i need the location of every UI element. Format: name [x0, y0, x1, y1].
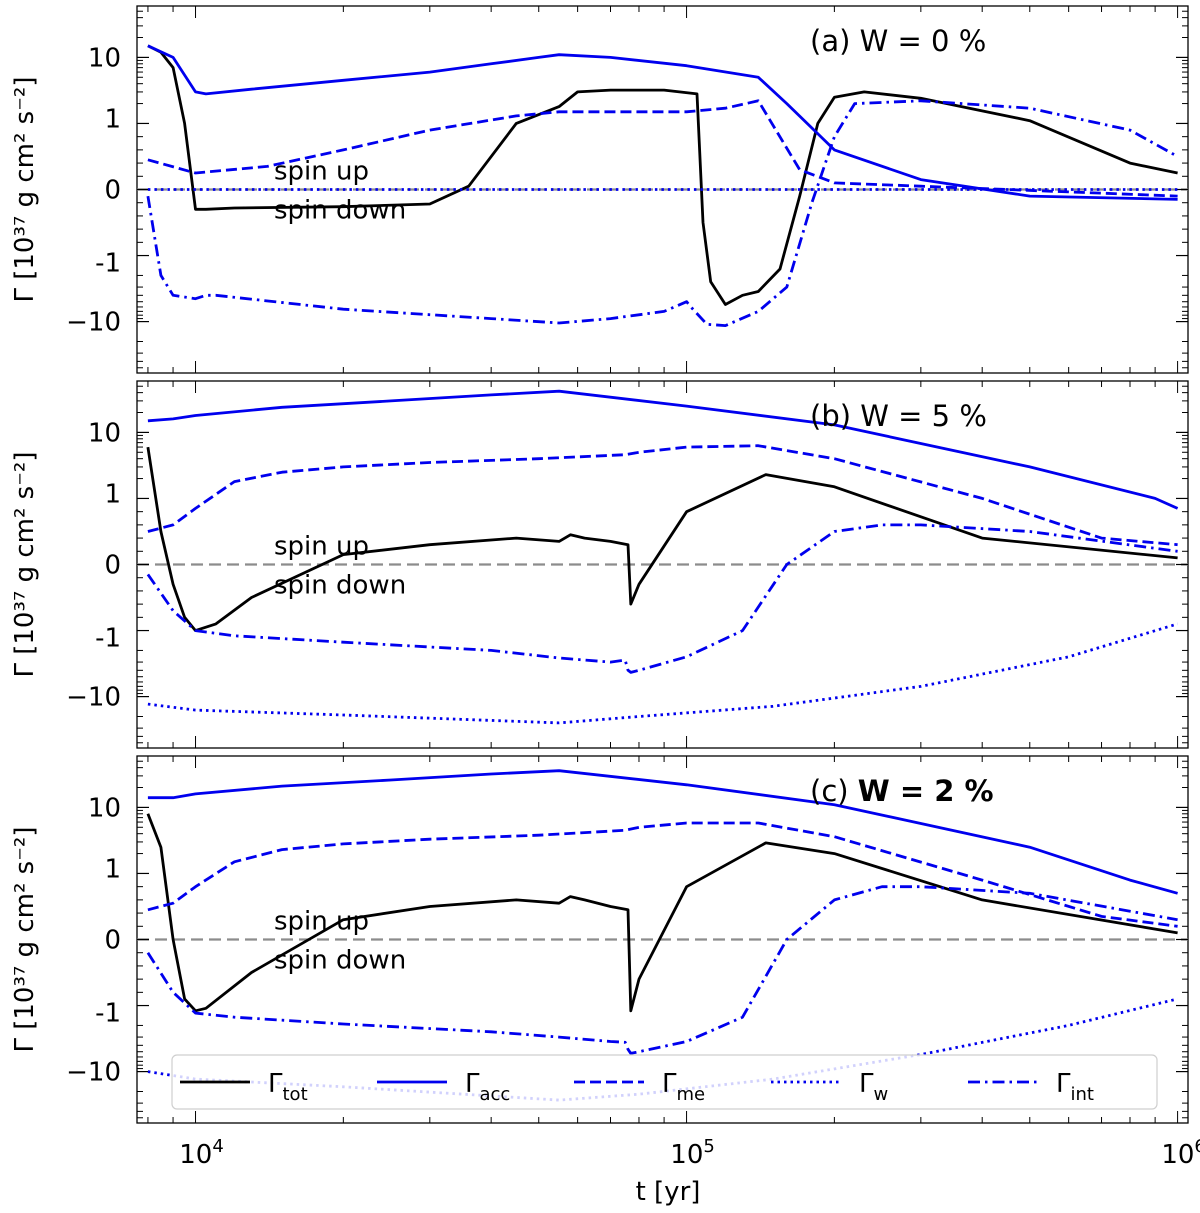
series-line-acc: [147, 769, 1178, 895]
legend-box: [171, 1054, 1158, 1110]
y-tick-label: 0: [104, 926, 121, 956]
legend-label-int: Γint: [1056, 1069, 1094, 1105]
legend-label-acc: Γacc: [465, 1069, 510, 1105]
legend-subscript: tot: [283, 1084, 308, 1105]
spin-up-label: spin up: [274, 532, 369, 562]
legend-symbol: Γ: [268, 1069, 283, 1099]
panel-title-main: W = 5 %: [860, 399, 987, 433]
x-tick-exponent: 4: [212, 1136, 223, 1157]
legend-label-tot: Γtot: [268, 1069, 308, 1105]
y-tick-label: −10: [66, 683, 121, 713]
legend-symbol: Γ: [859, 1069, 874, 1099]
panel-title: (a) W = 0 %: [810, 24, 986, 58]
x-tick-label: 106: [1161, 1136, 1200, 1170]
y-axis-label: Γ [10³⁷ g cm² s⁻²]: [10, 451, 40, 677]
legend-subscript: int: [1071, 1084, 1094, 1105]
spin-down-label: spin down: [274, 946, 406, 976]
y-tick-label: 10: [88, 418, 121, 448]
series-line-int: [146, 885, 1178, 1055]
y-tick-label: -1: [95, 624, 121, 654]
panel-title-prefix: (a): [810, 24, 860, 58]
series-line-tot: [146, 446, 1178, 632]
y-tick-label: 10: [88, 793, 121, 823]
panel-title: (b) W = 5 %: [810, 399, 987, 433]
legend-subscript: acc: [480, 1084, 511, 1105]
legend: Γtot Γacc Γme Γw Γint: [171, 1054, 1158, 1110]
x-tick-labels: 104105106: [179, 1136, 1200, 1170]
y-axis-label: Γ [10³⁷ g cm² s⁻²]: [10, 76, 40, 302]
panel-title-prefix: (b): [810, 399, 860, 433]
x-tick-label: 104: [179, 1136, 224, 1170]
panel-title-main: W = 2 %: [858, 774, 994, 808]
spin-up-label: spin up: [274, 907, 369, 937]
y-axis-label: Γ [10³⁷ g cm² s⁻²]: [10, 826, 40, 1052]
x-axis-label: t [yr]: [636, 1177, 701, 1207]
legend-symbol: Γ: [662, 1069, 677, 1099]
series-line-tot: [146, 813, 1178, 1013]
x-tick-base: 10: [1161, 1140, 1194, 1170]
spin-down-label: spin down: [274, 571, 406, 601]
panel-title-main: W = 0 %: [860, 24, 987, 58]
series-line-tot: [147, 44, 1178, 306]
x-tick-exponent: 5: [703, 1136, 714, 1157]
legend-symbol: Γ: [1056, 1069, 1071, 1099]
spin-up-label: spin up: [274, 157, 369, 187]
x-tick-label: 105: [670, 1136, 715, 1170]
y-tick-label: −10: [66, 1058, 121, 1088]
y-tick-label: 0: [104, 551, 121, 581]
y-tick-label: 1: [104, 854, 121, 884]
legend-symbol: Γ: [465, 1069, 480, 1099]
series-line-acc: [147, 44, 1178, 201]
x-tick-base: 10: [179, 1140, 212, 1170]
y-tick-label: 1: [104, 104, 121, 134]
y-tick-label: 1: [104, 479, 121, 509]
series-line-acc: [147, 389, 1179, 510]
y-tick-label: -1: [95, 249, 121, 279]
legend-subscript: me: [677, 1084, 706, 1105]
x-tick-exponent: 6: [1194, 1136, 1200, 1157]
y-tick-label: 0: [104, 176, 121, 206]
series-line-me: [147, 444, 1178, 547]
spin-down-label: spin down: [274, 196, 406, 226]
y-tick-label: -1: [95, 999, 121, 1029]
series-line-me: [147, 821, 1178, 928]
x-tick-base: 10: [670, 1140, 703, 1170]
panel-title: (c) W = 2 %: [810, 774, 994, 808]
panel-title-prefix: (c): [810, 774, 858, 808]
series-line-me: [147, 99, 1178, 198]
legend-label-w: Γw: [859, 1069, 888, 1105]
y-tick-label: 10: [88, 43, 121, 73]
series-line-int: [146, 523, 1178, 674]
y-tick-label: −10: [66, 308, 121, 338]
legend-label-me: Γme: [662, 1069, 705, 1105]
legend-subscript: w: [874, 1084, 889, 1105]
